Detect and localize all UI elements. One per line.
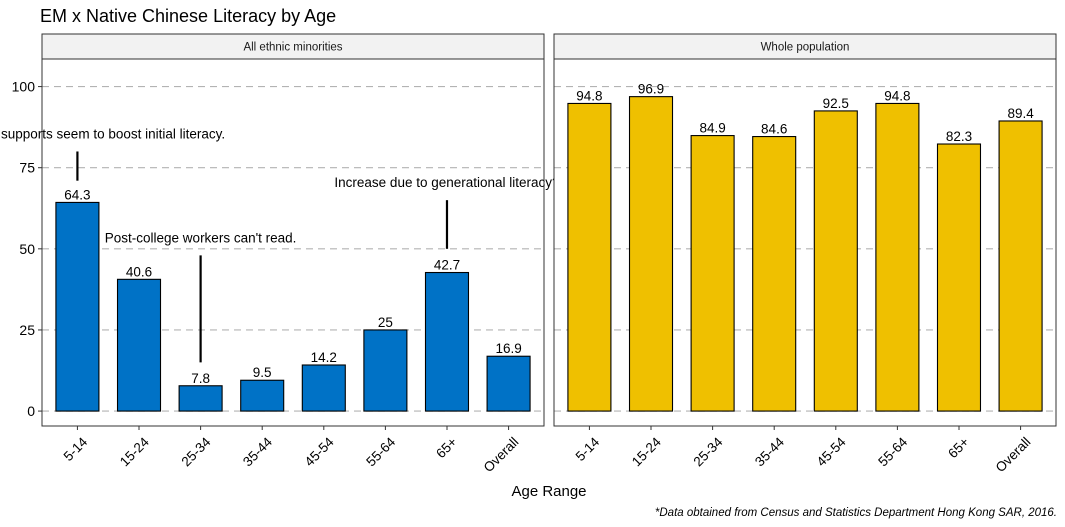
- facet-label: All ethnic minorities: [243, 42, 342, 54]
- x-tick-label: 5-14: [573, 434, 603, 464]
- bar: [55, 201, 100, 412]
- x-tick-label: 35-44: [240, 434, 275, 469]
- bar: [875, 102, 920, 412]
- bar-value-label: 14.2: [311, 350, 337, 365]
- panel-1: All ethnic minorities 64.3 40.6 7.8 9.5 14.2 2…: [0, 33, 560, 475]
- y-tick-label: 100: [12, 79, 36, 95]
- bar: [813, 110, 858, 412]
- x-tick-label: 65+: [945, 434, 972, 461]
- panels-layer: All ethnic minorities 64.3 40.6 7.8 9.5 14.2 2…: [0, 33, 1057, 475]
- x-axis-label: Age Range: [511, 483, 586, 500]
- x-tick-label: 25-34: [690, 434, 725, 469]
- panel-border: [553, 58, 1057, 427]
- bar-value-label: 94.8: [576, 88, 602, 103]
- facet-strip: [41, 33, 545, 60]
- bar: [178, 385, 223, 412]
- bar-value-label: 9.5: [253, 365, 272, 380]
- bar: [116, 278, 162, 412]
- bar-value-label: 7.8: [191, 371, 210, 386]
- bar-value-label: 84.9: [699, 121, 725, 136]
- x-tick-label: 5-14: [61, 434, 91, 464]
- bar-value-label: 89.4: [1007, 106, 1034, 121]
- y-tick-label: 25: [19, 322, 35, 338]
- bar: [301, 364, 346, 412]
- x-tick-label: 55-64: [875, 434, 910, 469]
- annotation-text: Increase due to generational literacy?: [334, 175, 559, 190]
- bar: [628, 96, 674, 412]
- facet-label: Whole population: [761, 42, 850, 54]
- chart-caption: *Data obtained from Census and Statistic…: [655, 507, 1057, 519]
- bar: [998, 120, 1043, 412]
- x-tick-label: 55-64: [363, 434, 398, 469]
- x-tick-label: 15-24: [117, 434, 152, 469]
- panel-border: [41, 58, 545, 427]
- bar-value-label: 16.9: [495, 341, 521, 356]
- bar: [240, 379, 285, 412]
- x-tick-label: 45-54: [302, 434, 337, 469]
- bar-value-label: 96.9: [638, 82, 664, 97]
- bar: [690, 135, 735, 412]
- bar-value-label: 92.5: [823, 96, 849, 111]
- bar-value-label: 42.7: [434, 258, 460, 273]
- x-tick-label: 15-24: [629, 434, 664, 469]
- y-tick-label: 50: [19, 241, 35, 257]
- bar: [567, 102, 612, 412]
- bar: [936, 143, 982, 412]
- bar-value-label: 25: [378, 315, 393, 330]
- bar-value-label: 64.3: [64, 187, 90, 202]
- y-tick-label: 0: [27, 403, 35, 419]
- bar-value-label: 82.3: [946, 129, 972, 144]
- bar-value-label: 84.6: [761, 122, 787, 137]
- annotation-text: Post-college workers can't read.: [105, 230, 297, 245]
- x-tick-label: 45-54: [814, 434, 849, 469]
- bar: [486, 355, 531, 412]
- panel-2: Whole population 94.8 96.9 84.9 84.6 92.5 94.8…: [553, 33, 1057, 475]
- x-tick-label: Overall: [481, 434, 522, 475]
- x-tick-label: Overall: [993, 434, 1034, 475]
- chart-title: EM x Native Chinese Literacy by Age: [40, 6, 336, 26]
- facet-strip: [553, 33, 1057, 60]
- bar-value-label: 94.8: [884, 88, 910, 103]
- x-tick-label: 65+: [433, 434, 460, 461]
- bar: [363, 329, 408, 412]
- x-tick-label: 35-44: [752, 434, 787, 469]
- bar-value-label: 40.6: [126, 264, 152, 279]
- bar: [424, 271, 470, 412]
- annotation-text: School age supports seem to boost initia…: [0, 127, 225, 142]
- y-axis: 0 25 50 75 100: [12, 79, 42, 419]
- bar: [752, 136, 797, 412]
- y-tick-label: 75: [19, 160, 35, 176]
- x-tick-label: 25-34: [178, 434, 213, 469]
